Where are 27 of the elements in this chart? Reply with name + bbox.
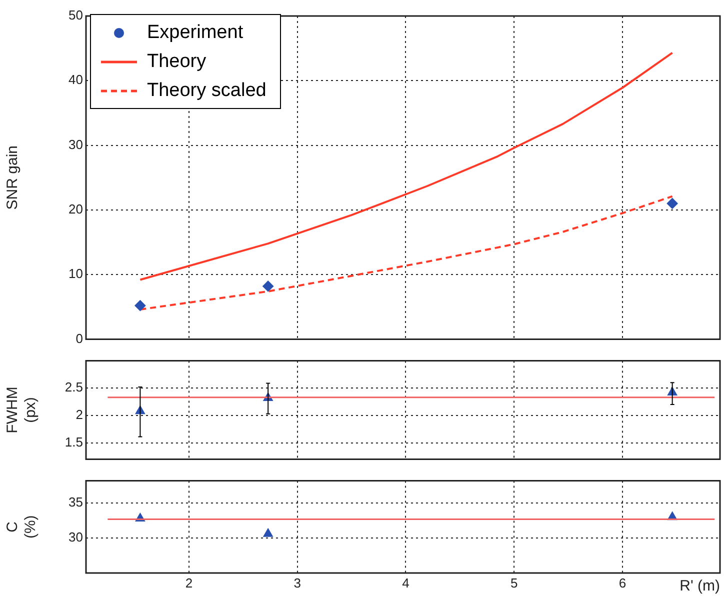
x-tick-label: 4 (402, 575, 410, 590)
point (263, 528, 273, 537)
x-tick-label: 2 (185, 575, 193, 590)
y-tick-label: 2.5 (64, 380, 83, 395)
y-tick-label: 30 (68, 136, 83, 152)
y-axis-title: SNR gain (4, 146, 22, 210)
y-tick-label: 50 (68, 8, 83, 23)
y-tick-label: 30 (68, 530, 83, 545)
y-axis-title: FWHM (px) (4, 386, 40, 434)
point (666, 198, 678, 209)
y-tick-label: 10 (68, 266, 83, 282)
y-tick-label: 20 (68, 202, 83, 216)
point (262, 280, 274, 292)
legend-label: Experiment (147, 22, 244, 44)
point (134, 300, 146, 312)
x-tick-label: 6 (618, 575, 626, 590)
x-tick-label: 5 (510, 575, 518, 590)
legend-label: Theory (147, 50, 206, 72)
y-tick-label: 40 (68, 72, 83, 88)
x-tick-label: 3 (294, 575, 301, 590)
y-axis-title: C (%) (4, 515, 40, 539)
y-tick-label: 2 (76, 407, 83, 422)
legend-label: Theory scaled (147, 80, 266, 102)
y-tick-label: 35 (68, 494, 83, 510)
y-tick-label: 0 (76, 330, 83, 346)
y-tick-label: 1.5 (64, 434, 83, 450)
x-axis-title: R' (m) (680, 578, 720, 595)
